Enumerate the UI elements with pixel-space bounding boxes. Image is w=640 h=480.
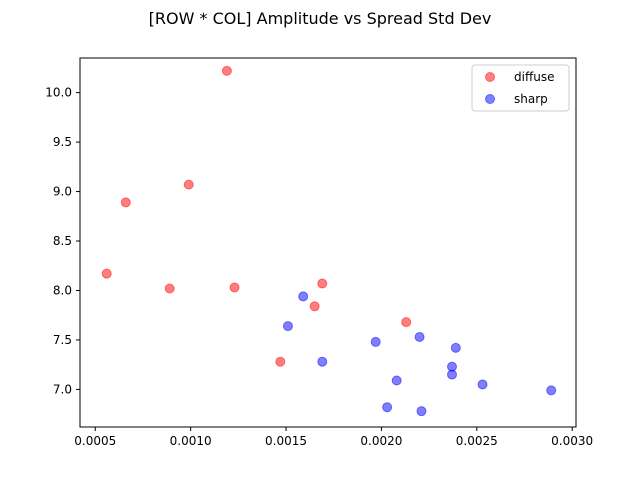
y-tick-label: 8.5 <box>53 234 72 248</box>
y-tick-label: 8.0 <box>53 283 72 297</box>
point-diffuse-2 <box>164 283 175 294</box>
y-tick-label: 9.0 <box>53 185 72 199</box>
x-tick-label: 0.0005 <box>74 434 116 448</box>
point-diffuse-9 <box>401 317 412 328</box>
x-tick-label: 0.0030 <box>551 434 593 448</box>
point-diffuse-4 <box>221 65 232 76</box>
point-diffuse-5 <box>229 282 240 293</box>
plot-frame <box>79 57 577 428</box>
x-axis: 0.0005 0.0010 0.0015 0.0020 0.0025 0.0030 <box>74 427 593 448</box>
plot-area <box>80 58 576 427</box>
point-diffuse-8 <box>317 278 328 289</box>
point-sharp-1 <box>298 291 309 302</box>
point-sharp-6 <box>414 331 425 342</box>
x-tick-label: 0.0020 <box>360 434 402 448</box>
y-tick-label: 7.0 <box>53 382 72 396</box>
y-tick-label: 7.5 <box>53 333 72 347</box>
point-diffuse-7 <box>309 301 320 312</box>
point-sharp-2 <box>317 356 328 367</box>
legend-marker-diffuse <box>485 72 495 82</box>
points-layer <box>101 65 557 417</box>
y-axis: 7.0 7.5 8.0 8.5 9.0 9.5 10.0 <box>45 86 80 396</box>
point-sharp-3 <box>370 336 381 347</box>
point-diffuse-6 <box>275 356 286 367</box>
point-diffuse-0 <box>101 268 112 279</box>
point-sharp-5 <box>391 375 402 386</box>
legend-label-diffuse: diffuse <box>514 70 554 84</box>
legend-label-sharp: sharp <box>514 92 548 106</box>
chart-title: [ROW * COL] Amplitude vs Spread Std Dev <box>149 9 492 28</box>
point-sharp-9 <box>447 369 457 380</box>
legend: diffuse sharp <box>471 64 570 112</box>
x-tick-label: 0.0010 <box>170 434 212 448</box>
legend-marker-sharp <box>485 94 495 104</box>
point-sharp-7 <box>416 406 427 417</box>
point-sharp-4 <box>382 402 393 413</box>
point-diffuse-1 <box>120 197 131 208</box>
x-tick-label: 0.0015 <box>265 434 307 448</box>
point-sharp-12 <box>546 385 557 396</box>
point-sharp-11 <box>477 379 488 390</box>
y-tick-label: 10.0 <box>45 86 72 100</box>
point-diffuse-3 <box>183 179 194 190</box>
y-tick-label: 9.5 <box>53 135 72 149</box>
point-sharp-10 <box>450 342 461 353</box>
x-tick-label: 0.0025 <box>456 434 498 448</box>
point-sharp-0 <box>282 321 293 332</box>
legend-box <box>471 64 570 112</box>
